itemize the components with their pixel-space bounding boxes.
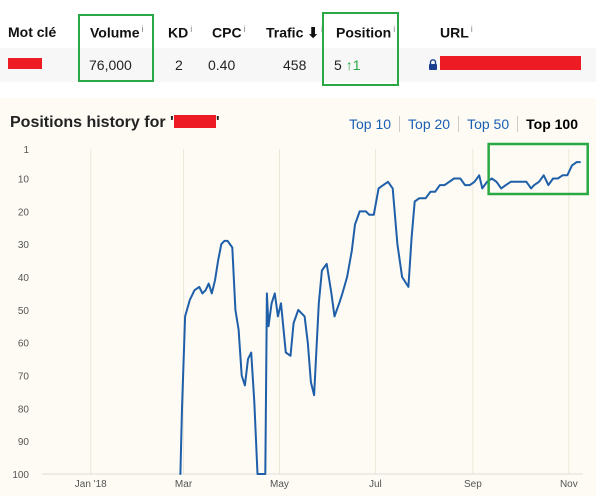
- info-icon[interactable]: i: [243, 24, 246, 34]
- arrow-down-icon: ⬇: [307, 24, 319, 41]
- y-tick-label: 20: [18, 207, 30, 218]
- keyword-redacted: [8, 58, 42, 69]
- x-tick-label: Jan '18: [75, 479, 107, 490]
- col-header-keyword[interactable]: Mot clé: [8, 24, 57, 40]
- x-tick-label: Jul: [369, 479, 382, 490]
- x-tick-label: Nov: [560, 479, 578, 490]
- position-highlight-box: [322, 12, 399, 86]
- traffic-value: 458: [283, 57, 307, 73]
- info-icon[interactable]: i: [470, 24, 473, 34]
- keyword-metrics-table: Mot clé Volume i KD i CPC i Trafic ⬇ i Posit…: [0, 0, 596, 88]
- kd-value: 2: [175, 57, 183, 73]
- col-header-cpc[interactable]: CPC i: [212, 24, 246, 41]
- col-header-position[interactable]: Position i: [336, 24, 396, 41]
- col-header-url[interactable]: URL i: [440, 24, 473, 41]
- x-axis: Jan '18 Mar May Jul Sep Nov: [42, 473, 583, 490]
- keyword-redacted: [173, 115, 216, 128]
- y-tick-label: 40: [18, 273, 30, 284]
- y-tick-label: 50: [18, 306, 30, 317]
- y-tick-label: 30: [18, 240, 30, 251]
- position-change: ↑1: [345, 57, 361, 73]
- x-tick-label: Mar: [175, 479, 193, 490]
- cpc-value: 0.40: [208, 57, 236, 73]
- y-tick-label: 90: [18, 437, 30, 448]
- y-axis: 1 10 20 30 40 50 60 70 80 90 100: [12, 145, 29, 481]
- position-value: 5 ↑1: [334, 57, 361, 73]
- info-icon[interactable]: i: [190, 24, 193, 34]
- info-icon[interactable]: i: [393, 24, 396, 34]
- y-tick-label: 100: [12, 470, 29, 481]
- col-header-traffic[interactable]: Trafic ⬇ i: [266, 24, 323, 41]
- chart-title: Positions history for ' ': [10, 114, 220, 131]
- y-tick-label: 10: [18, 175, 30, 186]
- filter-top-10[interactable]: Top 10: [341, 116, 401, 132]
- position-line: [179, 161, 581, 475]
- info-icon[interactable]: i: [141, 24, 144, 34]
- y-tick-label: 70: [18, 372, 30, 383]
- top-10-highlight-box: [487, 142, 589, 196]
- y-tick-label: 1: [23, 145, 29, 156]
- y-tick-label: 80: [18, 404, 30, 415]
- x-tick-label: May: [270, 479, 289, 490]
- col-header-volume[interactable]: Volume i: [90, 24, 144, 41]
- lock-icon: [429, 59, 437, 70]
- volume-value: 76,000: [89, 57, 132, 73]
- x-tick-label: Sep: [464, 479, 482, 490]
- chart-grid: [90, 149, 570, 474]
- col-header-kd[interactable]: KD i: [168, 24, 193, 41]
- position-range-filters: Top 10 Top 20 Top 50 Top 100: [341, 116, 586, 132]
- y-tick-label: 60: [18, 339, 30, 350]
- filter-top-20[interactable]: Top 20: [400, 116, 460, 132]
- info-icon[interactable]: i: [320, 24, 323, 34]
- filter-top-50[interactable]: Top 50: [459, 116, 519, 132]
- filter-top-100[interactable]: Top 100: [526, 116, 578, 132]
- positions-history-panel: Positions history for ' ' Top 10 Top 20 T…: [0, 98, 596, 496]
- position-history-chart: 1 10 20 30 40 50 60 70 80 90 100 Jan '18 Mar May Jul S…: [12, 142, 589, 490]
- volume-highlight-box: [78, 14, 154, 82]
- url-redacted[interactable]: [440, 56, 581, 70]
